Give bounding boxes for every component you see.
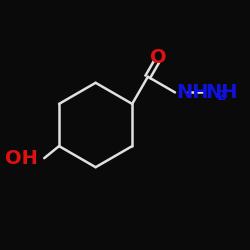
Text: NH: NH bbox=[205, 83, 238, 102]
Text: OH: OH bbox=[5, 149, 38, 168]
Text: 2: 2 bbox=[217, 89, 227, 103]
Text: O: O bbox=[150, 48, 167, 68]
Text: NH: NH bbox=[176, 83, 209, 102]
